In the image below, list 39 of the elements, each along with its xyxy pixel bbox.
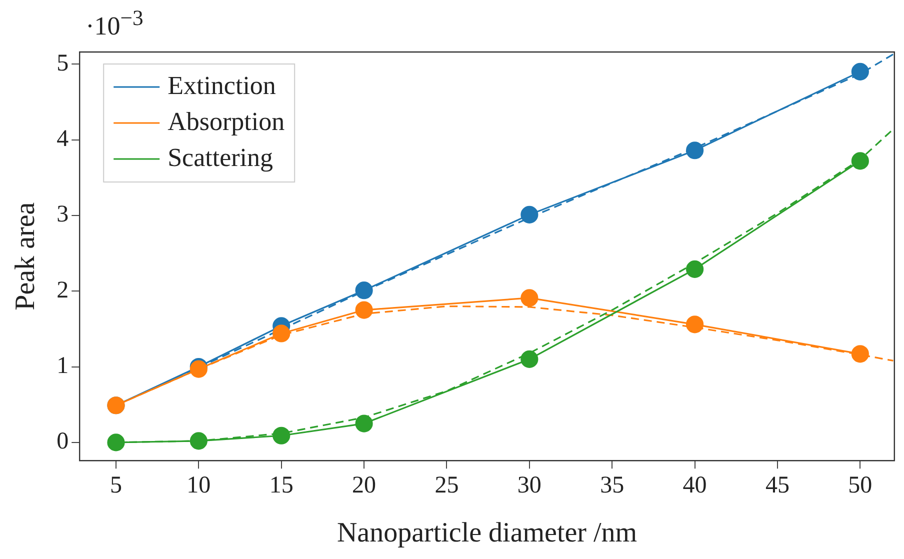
x-tick-label: 30	[517, 472, 542, 498]
y-tick-label: 3	[56, 202, 69, 228]
point	[686, 142, 704, 160]
point	[851, 152, 869, 170]
point	[520, 350, 538, 368]
point	[107, 434, 125, 452]
x-axis-title: Nanoparticle diameter /nm	[336, 518, 638, 549]
x-tick-label: 15	[269, 472, 294, 498]
point	[520, 206, 538, 224]
x-tick-label: 5	[110, 472, 122, 498]
point	[190, 432, 208, 450]
x-tick-label: 50	[848, 472, 872, 498]
y-tick-label: 1	[56, 353, 69, 380]
point	[686, 260, 704, 278]
x-tick-label: 40	[682, 472, 707, 498]
text: ·10$^{−3}$	[86, 6, 144, 41]
point	[520, 289, 538, 307]
y-tick-label: 5	[56, 50, 69, 76]
point	[272, 324, 290, 342]
legend-label: Extinction	[168, 70, 276, 100]
point	[355, 282, 373, 300]
point	[355, 414, 373, 432]
x-tick-label: 10	[186, 472, 211, 498]
y-axis-title: Peak area	[10, 202, 42, 310]
legend-label: Scattering	[168, 142, 274, 172]
y-tick-label: 4	[56, 126, 69, 152]
y-tick-label: 2	[56, 277, 69, 304]
point	[355, 301, 373, 319]
point	[686, 316, 704, 334]
x-tick-label: 20	[352, 472, 376, 498]
x-tick-label: 45	[765, 472, 790, 498]
point	[851, 62, 869, 80]
x-tick-label: 35	[600, 472, 624, 498]
x-tick-label: 25	[434, 472, 459, 498]
point	[272, 426, 290, 444]
point	[851, 345, 869, 363]
legend-label: Absorption	[168, 106, 285, 136]
y-tick-label: 0	[56, 428, 69, 455]
point	[190, 360, 208, 378]
